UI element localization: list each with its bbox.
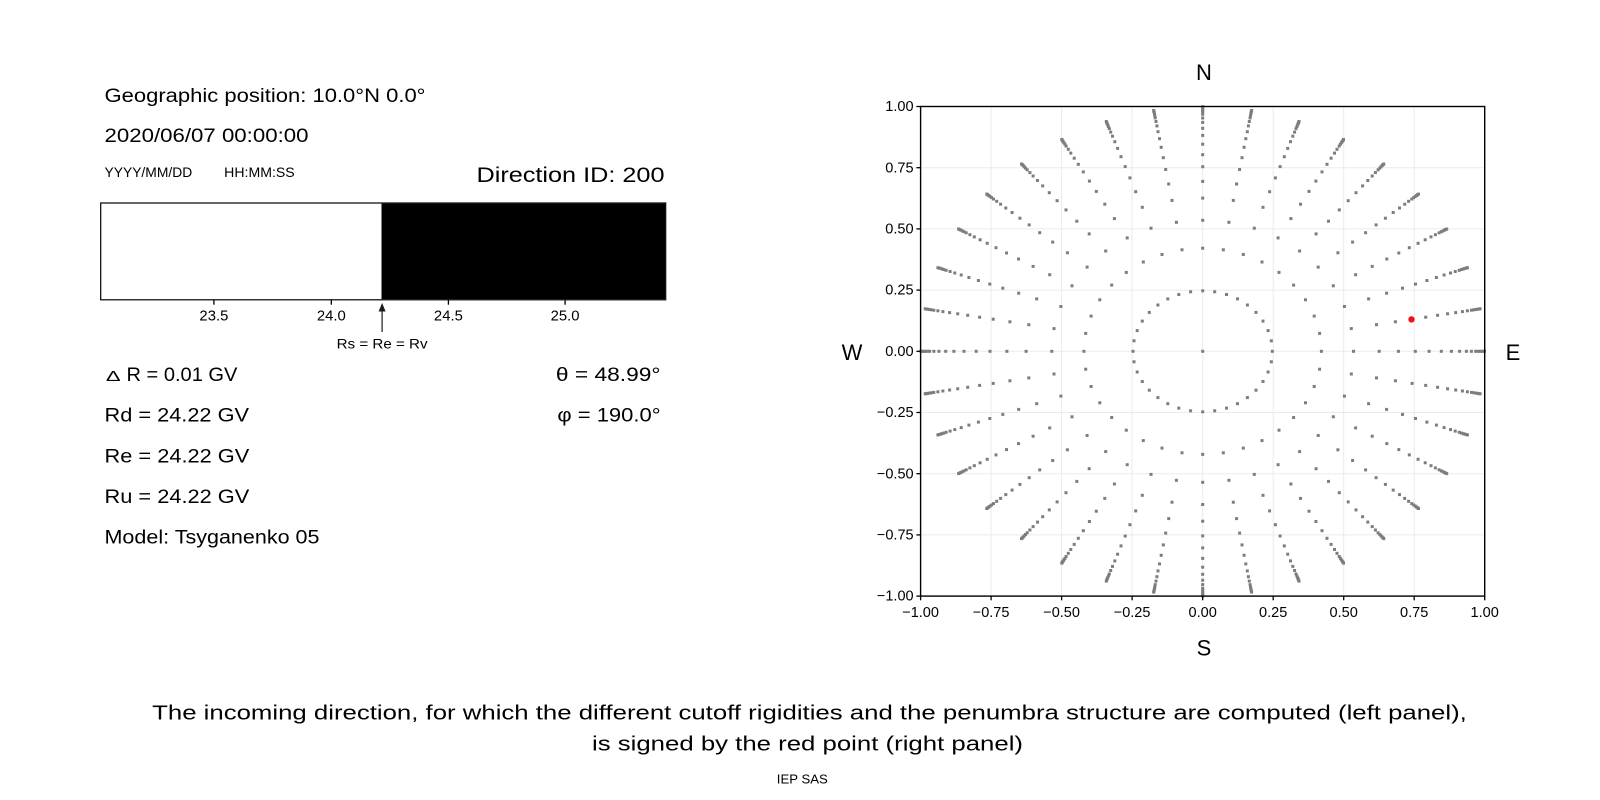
svg-text:0.25: 0.25 [885, 283, 913, 299]
svg-text:23.5: 23.5 [199, 308, 228, 324]
svg-text:24.0: 24.0 [317, 308, 346, 324]
svg-text:Rs = Re = Rv: Rs = Re = Rv [337, 336, 428, 351]
svg-text:−0.50: −0.50 [1043, 605, 1080, 621]
svg-text:The incoming direction, for wh: The incoming direction, for which the di… [152, 703, 1467, 725]
svg-text:E: E [1506, 340, 1521, 365]
svg-text:−0.25: −0.25 [877, 405, 914, 421]
svg-text:0.50: 0.50 [1330, 605, 1358, 621]
svg-text:θ = 48.99°: θ = 48.99° [556, 365, 661, 386]
svg-text:2020/06/07 00:00:00: 2020/06/07 00:00:00 [105, 126, 309, 147]
svg-text:−0.25: −0.25 [1114, 605, 1151, 621]
svg-text:N: N [1196, 60, 1212, 85]
svg-text:−0.75: −0.75 [877, 528, 914, 544]
svg-text:S: S [1197, 636, 1212, 661]
svg-text:−0.50: −0.50 [877, 466, 914, 482]
svg-text:W: W [842, 340, 863, 365]
svg-text:Geographic position: 10.0°N 0.: Geographic position: 10.0°N 0.0° [105, 86, 426, 107]
svg-text:IEP SAS: IEP SAS [777, 772, 828, 787]
svg-text:R = 0.01 GV: R = 0.01 GV [127, 365, 238, 386]
svg-text:φ = 190.0°: φ = 190.0° [557, 406, 660, 427]
svg-text:0.50: 0.50 [885, 222, 913, 238]
svg-text:Rd = 24.22 GV: Rd = 24.22 GV [105, 406, 250, 427]
svg-text:HH:MM:SS: HH:MM:SS [224, 164, 295, 180]
svg-text:0.00: 0.00 [1189, 605, 1217, 621]
svg-text:0.25: 0.25 [1259, 605, 1287, 621]
svg-text:is signed by the red point (ri: is signed by the red point (right panel) [592, 734, 1023, 756]
svg-text:Direction ID: 200: Direction ID: 200 [477, 164, 665, 187]
svg-text:1.00: 1.00 [885, 99, 913, 115]
svg-text:−1.00: −1.00 [877, 589, 914, 605]
svg-text:0.75: 0.75 [885, 160, 913, 176]
svg-text:Re = 24.22 GV: Re = 24.22 GV [105, 446, 250, 467]
svg-text:−1.00: −1.00 [902, 605, 939, 621]
svg-text:Model: Tsyganenko 05: Model: Tsyganenko 05 [105, 528, 320, 549]
svg-text:25.0: 25.0 [551, 308, 580, 324]
svg-text:24.5: 24.5 [434, 308, 463, 324]
svg-text:0.75: 0.75 [1400, 605, 1428, 621]
svg-text:Ru = 24.22 GV: Ru = 24.22 GV [105, 487, 250, 508]
svg-text:∆: ∆ [107, 369, 121, 385]
svg-text:YYYY/MM/DD: YYYY/MM/DD [105, 164, 193, 180]
svg-text:−0.75: −0.75 [973, 605, 1010, 621]
svg-text:1.00: 1.00 [1471, 605, 1499, 621]
svg-text:0.00: 0.00 [885, 344, 913, 360]
